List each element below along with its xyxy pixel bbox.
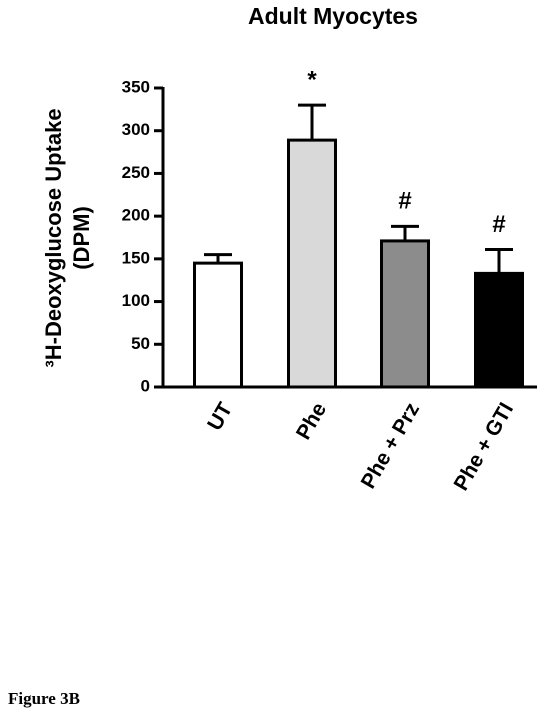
y-tick-label: 300 xyxy=(122,120,150,139)
y-tick-label: 200 xyxy=(122,206,150,225)
significance-label: # xyxy=(492,211,505,238)
significance-label: * xyxy=(307,66,317,93)
x-tick-label: Phe xyxy=(292,399,331,444)
x-tick-group: Phe + Prz xyxy=(357,399,424,493)
bar xyxy=(193,261,243,389)
x-tick-label: Phe + Prz xyxy=(357,399,424,493)
x-tick-group: Phe xyxy=(292,399,331,444)
y-tick-label: 100 xyxy=(122,291,150,310)
y-tick-label: 350 xyxy=(122,77,150,96)
y-tick-label: 250 xyxy=(122,163,150,182)
y-axis-label-line: ³H-Deoxyglucose Uptake xyxy=(41,108,66,367)
x-tick-label: Phe + GTI xyxy=(449,399,518,495)
x-tick-group: Phe + GTI xyxy=(449,399,518,495)
figure-label: Figure 3B xyxy=(8,689,80,708)
bar xyxy=(287,138,337,389)
y-axis-label-line: (DPM) xyxy=(69,206,94,270)
y-tick-label: 50 xyxy=(131,334,150,353)
x-tick-label: UT xyxy=(203,399,237,435)
y-tick-label: 150 xyxy=(122,248,150,267)
chart-title: Adult Myocytes xyxy=(248,3,418,29)
y-axis-label: ³H-Deoxyglucose Uptake (DPM) xyxy=(41,108,94,367)
bar xyxy=(380,239,430,389)
x-tick-group: UT xyxy=(203,399,237,435)
y-tick-label: 0 xyxy=(141,376,150,395)
significance-label: # xyxy=(398,188,411,215)
bar xyxy=(474,271,524,389)
